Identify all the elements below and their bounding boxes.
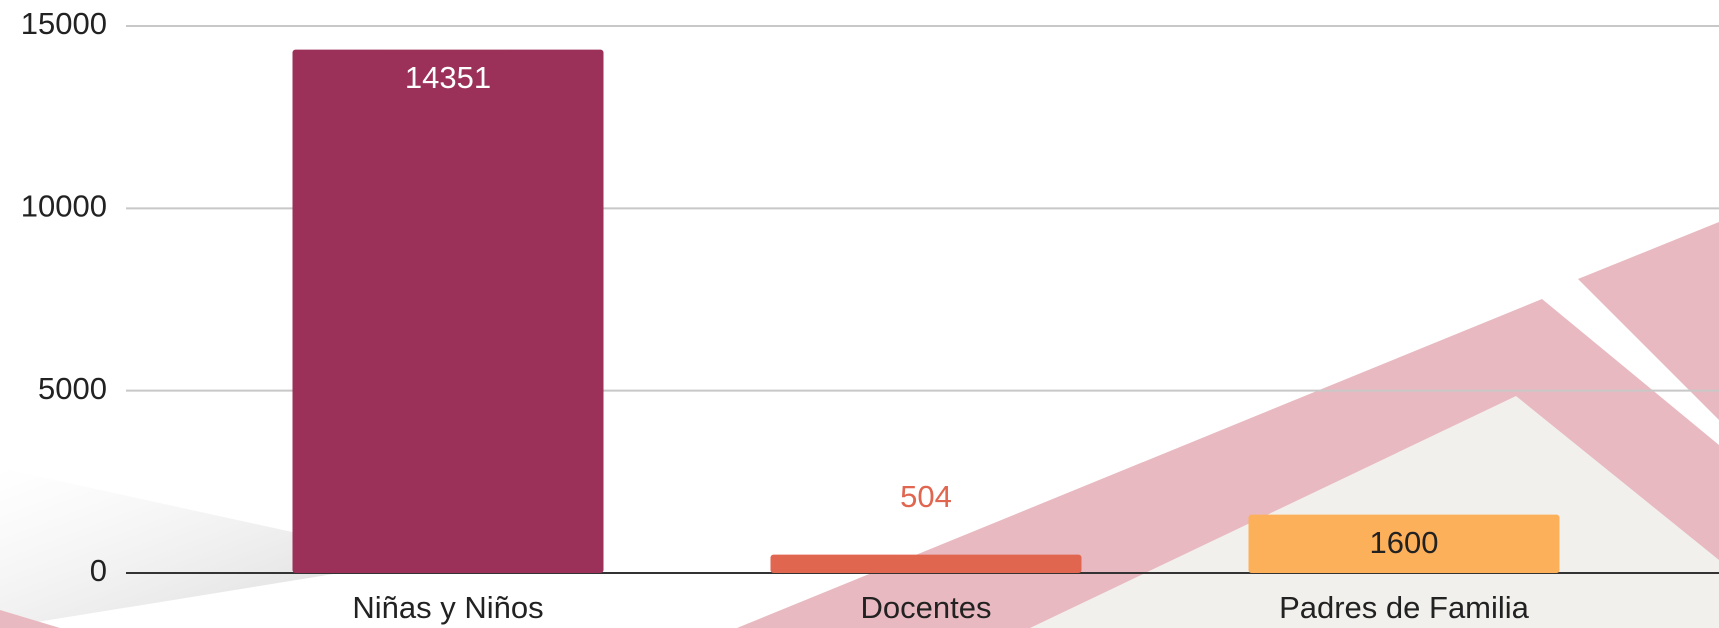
y-tick-label: 5000 — [38, 371, 107, 406]
value-label: 14351 — [405, 60, 491, 95]
y-tick-label: 15000 — [21, 6, 107, 41]
y-tick-label: 0 — [90, 553, 107, 588]
decor-shadow — [0, 468, 420, 628]
y-tick-label: 10000 — [21, 189, 107, 224]
decor-band-upper — [1578, 222, 1719, 420]
decor-corner — [0, 610, 60, 628]
x-tick-label: Niñas y Niños — [352, 590, 543, 625]
axes: 0 5000 10000 15000 — [21, 6, 1719, 588]
bar — [1248, 514, 1560, 573]
value-label: 1600 — [1370, 525, 1439, 560]
bar — [770, 554, 1082, 573]
x-tick-label: Docentes — [861, 590, 992, 625]
x-tick-label: Padres de Familia — [1279, 590, 1530, 625]
value-label: 504 — [900, 479, 952, 514]
marks: Niñas y Niños 14351 Docentes 504 Padres de F… — [292, 49, 1560, 625]
bar — [292, 49, 604, 573]
